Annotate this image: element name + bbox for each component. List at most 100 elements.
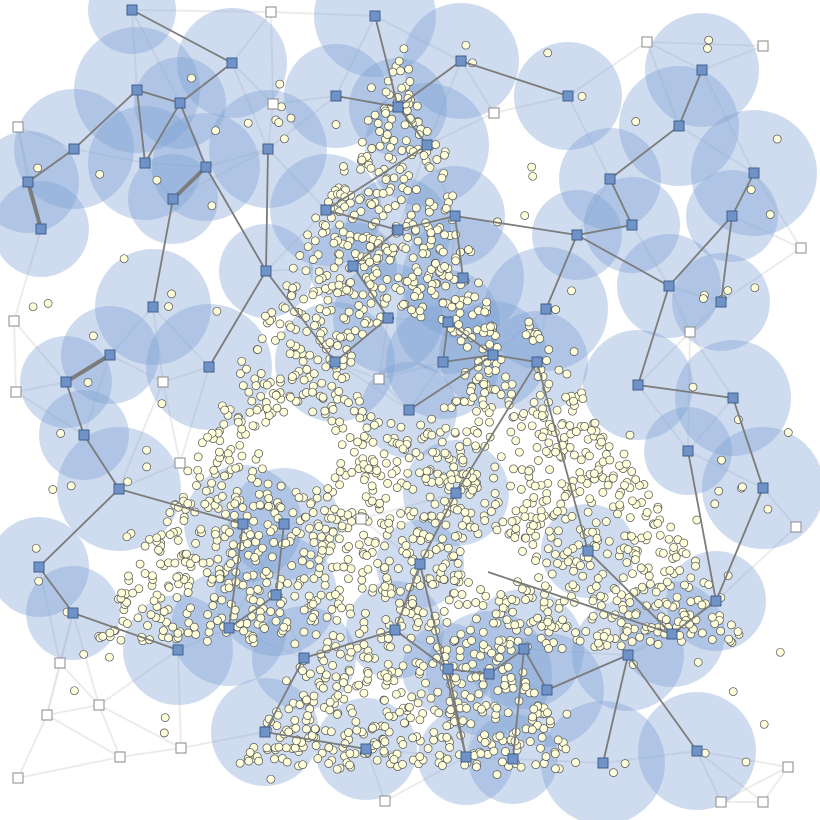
sample-point — [323, 295, 333, 305]
sample-point — [627, 467, 637, 476]
sample-point — [543, 607, 553, 617]
sample-point — [653, 518, 663, 528]
sample-point — [379, 449, 389, 459]
faint-edge — [365, 748, 386, 802]
sample-point — [544, 379, 554, 389]
sample-point — [247, 396, 257, 406]
sample-point — [366, 163, 376, 173]
node-layer — [8, 4, 807, 808]
sample-point — [314, 522, 324, 531]
network-edge — [325, 209, 399, 231]
sample-point — [765, 210, 775, 219]
sample-point — [387, 469, 397, 479]
sample-point — [441, 204, 451, 213]
sample-point — [209, 592, 219, 602]
sample-point — [327, 381, 337, 391]
faint-edge — [408, 361, 444, 411]
active-node — [483, 668, 495, 680]
sample-point — [160, 713, 170, 722]
sample-point — [528, 540, 538, 549]
sample-point — [385, 556, 394, 566]
sample-point — [615, 500, 625, 510]
sample-point — [714, 486, 724, 496]
sample-point — [344, 542, 353, 551]
sample-point — [359, 475, 369, 485]
sample-point — [336, 459, 346, 468]
faint-edge — [270, 11, 376, 17]
sample-point — [123, 477, 133, 487]
faint-edge — [83, 354, 111, 436]
network-edge — [335, 95, 399, 108]
sample-point — [313, 754, 323, 763]
sample-point — [644, 571, 654, 581]
sample-point — [242, 364, 251, 374]
sample-point — [401, 541, 411, 550]
sample-point — [335, 534, 344, 544]
sample-point — [439, 607, 449, 616]
sample-point — [403, 644, 412, 654]
sample-point — [679, 538, 689, 548]
sample-point — [357, 575, 367, 585]
network-edge — [303, 629, 396, 659]
sample-point — [383, 479, 392, 488]
sample-point — [320, 406, 330, 416]
active-node — [259, 726, 271, 738]
sample-point — [452, 396, 461, 406]
faint-edge — [131, 9, 138, 91]
sample-point — [613, 509, 622, 519]
active-node — [691, 745, 703, 757]
sample-point — [646, 579, 655, 589]
sample-point — [183, 628, 193, 638]
sample-point — [772, 134, 782, 144]
sample-point — [622, 459, 631, 469]
sample-point — [217, 481, 227, 490]
network-edge — [720, 215, 733, 303]
sample-point — [227, 549, 237, 558]
sample-point — [563, 547, 572, 557]
sample-point — [618, 573, 628, 583]
sample-point — [537, 411, 547, 420]
sample-point — [159, 607, 169, 616]
sample-point — [619, 449, 629, 459]
faint-edge — [492, 308, 547, 356]
sample-point — [449, 462, 459, 472]
sample-point — [489, 746, 499, 756]
faint-edge — [602, 750, 698, 764]
sample-point — [540, 581, 550, 591]
sample-point — [524, 317, 534, 327]
sample-point — [625, 430, 635, 440]
network-edge — [275, 523, 285, 596]
sample-point — [438, 247, 448, 257]
sample-point — [395, 707, 404, 717]
network-edge — [264, 731, 367, 750]
faint-edge — [631, 224, 670, 287]
sample-point — [380, 737, 390, 747]
sample-point — [453, 505, 462, 515]
sample-point — [252, 405, 262, 415]
active-node — [68, 143, 80, 155]
sample-point — [305, 350, 315, 360]
sample-point — [485, 417, 494, 427]
sample-point — [168, 622, 178, 632]
sample-point — [346, 647, 356, 657]
sample-point — [567, 512, 577, 521]
faint-edge — [426, 60, 462, 146]
sample-point — [491, 609, 501, 619]
active-node — [369, 10, 381, 22]
sample-point — [394, 564, 403, 573]
sample-point — [665, 566, 675, 575]
faint-edge — [267, 148, 327, 211]
sample-point — [83, 378, 93, 387]
sample-point — [449, 576, 459, 585]
sample-point — [627, 637, 637, 647]
sample-point — [551, 549, 560, 559]
inactive-node — [641, 36, 653, 48]
sample-point — [596, 591, 605, 601]
active-node — [487, 349, 499, 361]
sample-point — [367, 144, 377, 153]
sample-point — [256, 369, 266, 378]
sample-point — [317, 532, 326, 542]
faint-edge — [460, 60, 495, 114]
sample-point — [591, 518, 601, 528]
